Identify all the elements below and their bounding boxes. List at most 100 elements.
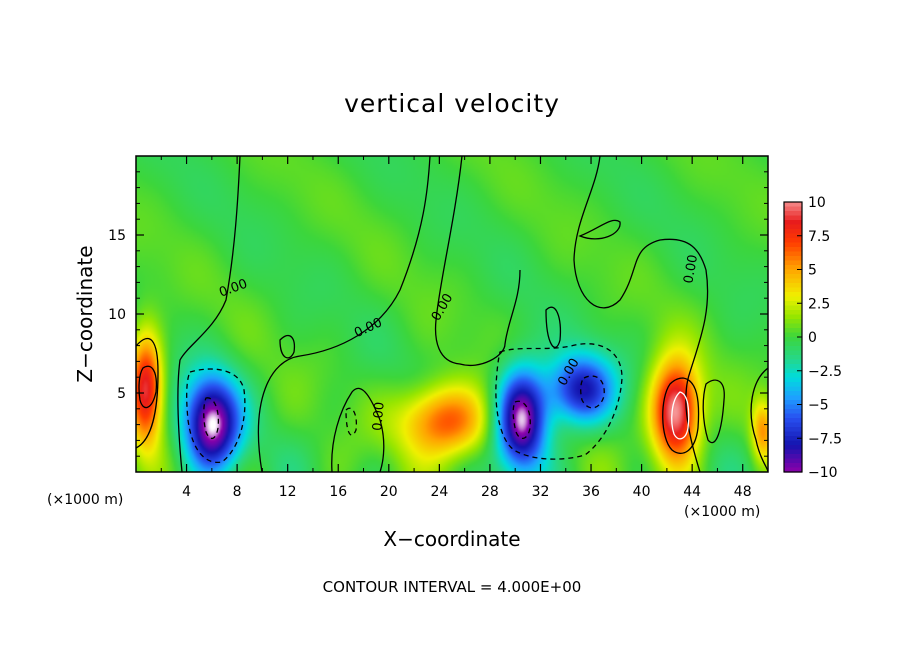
zero-contour-small-3 xyxy=(545,306,562,348)
x-tick-label: 20 xyxy=(380,484,398,500)
positive-contour-right-outer xyxy=(662,377,700,454)
colorbar-segment xyxy=(784,206,802,212)
x-tick-label: 28 xyxy=(481,484,499,500)
colorbar-segment xyxy=(784,256,802,262)
colorbar-segment xyxy=(784,368,802,374)
colorbar-segment xyxy=(784,386,802,392)
colorbar-segment xyxy=(784,202,802,208)
x-tick-label: 36 xyxy=(582,484,600,500)
colorbar-segment xyxy=(784,431,802,437)
colorbar-segment xyxy=(784,454,802,460)
colorbar-segment xyxy=(784,422,802,428)
x-tick-label: 32 xyxy=(532,484,550,500)
x-tick-label: 4 xyxy=(182,484,191,500)
colorbar-segment xyxy=(784,395,802,401)
colorbar-segment xyxy=(784,337,802,343)
x-tick-label: 44 xyxy=(683,484,701,500)
zero-contour-right-loop xyxy=(578,219,621,240)
colorbar-tick-label: −10 xyxy=(808,465,838,481)
colorbar-segment xyxy=(784,418,802,424)
negative-contour-small xyxy=(345,407,358,436)
plot-area: 0.000.000.000.000.000.00 xyxy=(135,155,769,473)
negative-contour-center xyxy=(495,343,623,460)
colorbar-segment xyxy=(784,283,802,289)
colorbar-segment xyxy=(784,247,802,253)
colorbar-segment xyxy=(784,238,802,244)
colorbar-segment xyxy=(784,427,802,433)
colorbar-segment xyxy=(784,305,802,311)
zero-contour-mid xyxy=(257,156,431,472)
zero-contour-lower xyxy=(331,387,385,472)
x-unit-right: (×1000 m) xyxy=(684,504,760,520)
colorbar-segment xyxy=(784,269,802,275)
colorbar-segment xyxy=(784,211,802,217)
colorbar-segment xyxy=(784,260,802,266)
colorbar-segment xyxy=(784,341,802,347)
colorbar-segment xyxy=(784,242,802,248)
zero-contour-small-2 xyxy=(279,335,296,359)
colorbar-segment xyxy=(784,359,802,365)
colorbar-segment xyxy=(784,377,802,383)
colorbar-tick-label: 7.5 xyxy=(808,229,830,245)
colorbar-segment xyxy=(784,292,802,298)
zero-contour-left-edge xyxy=(136,337,159,449)
colorbar-segment xyxy=(784,224,802,230)
colorbar-segment xyxy=(784,458,802,464)
colorbar-segment xyxy=(784,404,802,410)
colorbar-tick-label: 2.5 xyxy=(808,296,830,312)
x-axis: 4 8 12 16 20 24 28 32 36 40 44 48 xyxy=(160,156,752,500)
colorbar-segment xyxy=(784,445,802,451)
colorbar-segment xyxy=(784,220,802,226)
colorbar-segment xyxy=(784,265,802,271)
colorbar-segment xyxy=(784,274,802,280)
negative-contour-left xyxy=(186,368,246,463)
colorbar-segment xyxy=(784,449,802,455)
colorbar-segment xyxy=(784,463,802,469)
negative-contour-center-inner xyxy=(512,400,531,439)
colorbar-segment xyxy=(784,319,802,325)
x-tick-label: 24 xyxy=(430,484,448,500)
colorbar-segment xyxy=(784,436,802,442)
contour-interval-note: CONTOUR INTERVAL = 4.000E+00 xyxy=(323,578,582,596)
x-tick-label: 12 xyxy=(279,484,297,500)
y-tick-label: 15 xyxy=(108,228,126,244)
colorbar-segment xyxy=(784,364,802,370)
contour-label-4: 0.00 xyxy=(370,401,387,431)
colorbar-segment xyxy=(784,287,802,293)
colorbar-segment xyxy=(784,355,802,361)
chart-title: vertical velocity xyxy=(344,89,560,118)
colorbar-segment xyxy=(784,346,802,352)
colorbar-segment xyxy=(784,332,802,338)
colorbar: 10 7.5 5 2.5 0 −2.5 −5 −7.5 −10 xyxy=(783,195,842,481)
colorbar-segment xyxy=(784,301,802,307)
zero-contour-small-1 xyxy=(702,379,725,444)
y-axis: 5 10 15 xyxy=(108,171,768,457)
colorbar-tick-label: 0 xyxy=(808,330,817,346)
colorbar-segment xyxy=(784,251,802,257)
positive-contour-right-inner xyxy=(671,391,690,440)
zero-contour-far-right xyxy=(750,367,768,472)
colorbar-segment xyxy=(784,328,802,334)
colorbar-segment xyxy=(784,310,802,316)
colorbar-segment xyxy=(784,467,802,473)
colorbar-segment xyxy=(784,229,802,235)
y-axis-label: Z−coordinate xyxy=(73,245,97,382)
colorbar-segment xyxy=(784,373,802,379)
heatmap-image xyxy=(136,156,768,472)
colorbar-segment xyxy=(784,413,802,419)
colorbar-segment xyxy=(784,233,802,239)
zero-contour-center xyxy=(434,156,521,367)
colorbar-segment xyxy=(784,314,802,320)
colorbar-segment xyxy=(784,323,802,329)
x-tick-label: 48 xyxy=(734,484,752,500)
zero-contour-right xyxy=(573,156,709,472)
colorbar-tick-label: 10 xyxy=(808,195,826,211)
colorbar-tick-label: −5 xyxy=(808,398,829,414)
colorbar-segment xyxy=(784,296,802,302)
x-tick-label: 40 xyxy=(633,484,651,500)
colorbar-tick-label: −7.5 xyxy=(808,431,842,447)
contour-label-6: 0.00 xyxy=(681,254,701,285)
negative-contour-left-inner xyxy=(203,397,220,439)
x-tick-label: 16 xyxy=(329,484,347,500)
